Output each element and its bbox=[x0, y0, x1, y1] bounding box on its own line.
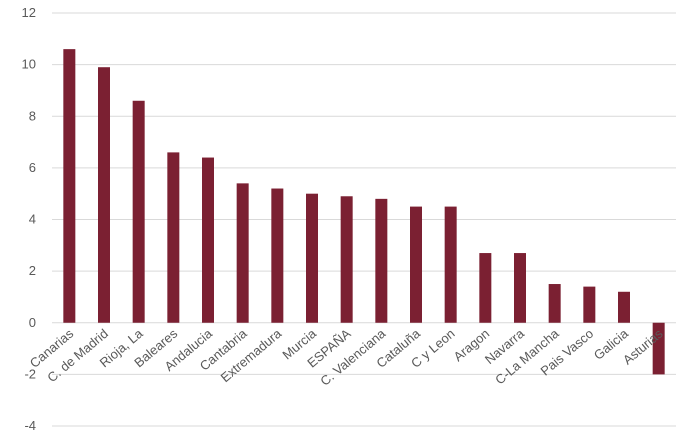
bars bbox=[63, 49, 665, 375]
y-axis-tick-labels: 12 10 8 6 4 2 0 -2 -4 bbox=[22, 5, 36, 433]
y-tick-label: 6 bbox=[29, 160, 36, 175]
y-tick-label: 12 bbox=[22, 5, 36, 20]
y-tick-label: -2 bbox=[24, 366, 36, 381]
bar-aragon bbox=[479, 253, 492, 323]
bar-rioja-la bbox=[132, 100, 145, 323]
bar-pais-vasco bbox=[583, 286, 596, 323]
y-tick-label: 2 bbox=[29, 263, 36, 278]
bar-murcia bbox=[306, 193, 318, 323]
bar-c-la-mancha bbox=[548, 284, 561, 323]
bar-c-y-leon bbox=[444, 206, 457, 323]
bar-canarias bbox=[63, 49, 76, 323]
y-tick-label: 8 bbox=[29, 108, 36, 123]
bar-españa bbox=[340, 196, 353, 323]
bar-cataluña bbox=[410, 206, 422, 323]
gridlines bbox=[52, 12, 676, 427]
bar-c-valenciana bbox=[375, 198, 388, 323]
bar-c-de-madrid bbox=[98, 67, 110, 323]
bar-asturias bbox=[652, 322, 665, 375]
bar-extremadura bbox=[271, 188, 284, 323]
bar-andalucia bbox=[202, 157, 214, 323]
y-tick-label: 0 bbox=[29, 315, 36, 330]
y-tick-label: -4 bbox=[24, 418, 36, 433]
bar-baleares bbox=[167, 152, 180, 323]
y-tick-label: 4 bbox=[29, 212, 36, 227]
y-tick-label: 10 bbox=[22, 57, 36, 72]
bar-cantabria bbox=[236, 183, 249, 323]
bar-galicia bbox=[618, 291, 630, 323]
bar-navarra bbox=[514, 253, 526, 323]
